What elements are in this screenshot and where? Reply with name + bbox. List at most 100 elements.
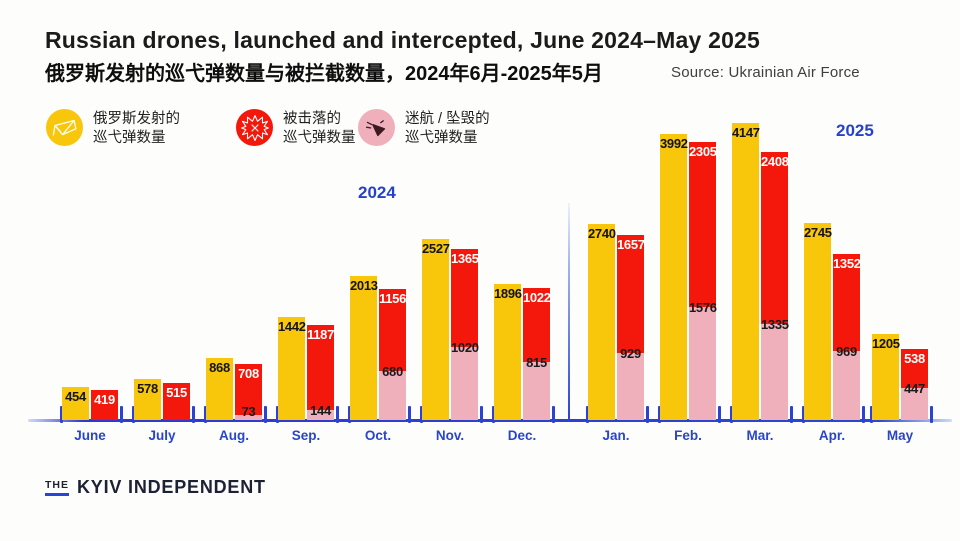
bar-lost-may — [901, 387, 928, 420]
bar-value-lost: 1020 — [451, 339, 479, 355]
bar-shot-down-nov — [451, 249, 478, 347]
legend-label: 俄罗斯发射的 巡弋弹数量 — [93, 109, 180, 148]
axis-tick — [264, 406, 267, 423]
month-label-apr: Apr. — [818, 428, 846, 443]
bar-value-shot-down: 1352 — [833, 255, 861, 271]
bar-value-shot-down: 2408 — [761, 154, 789, 169]
legend-label-line: 巡弋弹数量 — [283, 130, 356, 146]
bar-value-launched: 1205 — [872, 335, 900, 351]
month-label-jan: Jan. — [602, 428, 630, 443]
bar-shot-down-dec — [523, 288, 550, 362]
bar-value-launched: 2745 — [804, 225, 832, 241]
axis-tick — [120, 406, 123, 423]
bar-value-shot-down: 1022 — [523, 290, 551, 306]
bar-launched-aug — [206, 357, 233, 420]
bar-value-launched: 2740 — [588, 225, 616, 241]
bar-lost-jan — [617, 353, 644, 420]
bar-shot-down-feb — [689, 142, 716, 308]
axis-tick — [132, 406, 135, 423]
bar-value-lost: 144 — [310, 402, 331, 418]
bar-value-launched: 1442 — [278, 318, 306, 334]
axis-tick — [480, 406, 483, 423]
bar-value-launched: 2527 — [422, 241, 450, 257]
bar-lost-feb — [689, 307, 716, 420]
explosion-icon — [236, 109, 273, 146]
bar-value-shot-down: 1365 — [451, 251, 479, 267]
month-label-oct: Oct. — [364, 428, 392, 443]
axis-tick — [718, 406, 721, 423]
kyiv-independent-logo: THE KYIV INDEPENDENT — [45, 477, 266, 498]
axis-tick — [802, 406, 805, 423]
axis-tick — [930, 406, 933, 423]
legend-label: 被击落的 巡弋弹数量 — [283, 109, 356, 148]
bar-value-shot-down: 708 — [238, 366, 259, 382]
month-label-feb: Feb. — [674, 428, 702, 443]
bar-value-lost: 815 — [526, 354, 547, 370]
bar-lost-mar — [761, 324, 788, 420]
axis-tick — [658, 406, 661, 423]
legend-label-line: 迷航 / 坠毁的 — [405, 111, 490, 127]
month-label-may: May — [886, 428, 914, 443]
axis-tick — [348, 406, 351, 423]
bar-value-shot-down: 538 — [904, 351, 925, 367]
bar-launched-nov — [422, 239, 449, 420]
legend-label-line: 巡弋弹数量 — [93, 130, 166, 146]
bar-launched-apr — [804, 223, 831, 420]
x-axis-line — [28, 419, 952, 422]
axis-tick — [586, 406, 589, 423]
bar-value-shot-down: 1156 — [379, 290, 407, 306]
axis-tick — [60, 406, 63, 423]
bar-value-lost: 680 — [382, 364, 403, 380]
bar-value-lost: 1335 — [761, 317, 789, 333]
bar-value-launched: 578 — [137, 380, 158, 396]
bar-value-lost: 929 — [620, 346, 641, 362]
bar-launched-sep — [278, 316, 305, 420]
month-label-sep: Sep. — [291, 428, 321, 443]
legend-item-shot-down: 被击落的 巡弋弹数量 — [236, 109, 356, 148]
legend-item-lost-crashed: 迷航 / 坠毁的 巡弋弹数量 — [358, 109, 490, 148]
bar-value-lost: 1576 — [689, 300, 717, 316]
page-subtitle-zh: 俄罗斯发射的巡弋弹数量与被拦截数量，2024年6月-2025年5月 — [45, 63, 603, 85]
bar-value-lost: 73 — [241, 404, 256, 419]
axis-tick — [790, 406, 793, 423]
bar-value-launched: 4147 — [732, 125, 760, 141]
bar-launched-jan — [588, 223, 615, 420]
bar-lost-aug — [235, 414, 262, 420]
logo-name: KYIV INDEPENDENT — [77, 477, 266, 497]
bar-lost-oct — [379, 371, 406, 420]
bar-value-shot-down: 1657 — [617, 236, 645, 252]
bar-launched-oct — [350, 275, 377, 420]
source-label: Source: Ukrainian Air Force — [671, 64, 860, 81]
axis-tick — [336, 406, 339, 423]
legend-label-line: 俄罗斯发射的 — [93, 111, 180, 127]
bar-value-shot-down: 1187 — [307, 326, 335, 342]
bar-shot-down-aug — [235, 364, 262, 415]
axis-tick — [646, 406, 649, 423]
bar-launched-june — [62, 387, 89, 420]
axis-tick — [552, 406, 555, 423]
bar-lost-sep — [307, 409, 334, 420]
year-label-2025: 2025 — [836, 121, 874, 140]
axis-tick — [730, 406, 733, 423]
bar-shot-down-oct — [379, 288, 406, 372]
bar-lost-dec — [523, 361, 550, 420]
bar-value-shot-down: 419 — [94, 391, 115, 407]
bar-value-lost: 969 — [836, 343, 857, 359]
axis-tick — [420, 406, 423, 423]
crashed-drone-icon — [358, 109, 395, 146]
bar-shot-down-may — [901, 349, 928, 388]
bar-value-launched: 3992 — [660, 136, 688, 152]
bar-shot-down-jan — [617, 234, 644, 354]
page-title: Russian drones, launched and intercepted… — [45, 27, 761, 53]
legend-label-line: 巡弋弹数量 — [405, 130, 478, 146]
bar-value-shot-down: 515 — [166, 385, 187, 401]
bar-launched-may — [872, 333, 899, 420]
logo-the: THE — [45, 479, 69, 496]
bar-value-launched: 868 — [209, 359, 230, 375]
month-label-aug: Aug. — [219, 428, 249, 443]
bar-launched-mar — [732, 123, 759, 420]
axis-tick — [408, 406, 411, 423]
bar-value-launched: 2013 — [350, 277, 378, 293]
month-label-nov: Nov. — [435, 428, 465, 443]
bar-shot-down-mar — [761, 152, 788, 325]
